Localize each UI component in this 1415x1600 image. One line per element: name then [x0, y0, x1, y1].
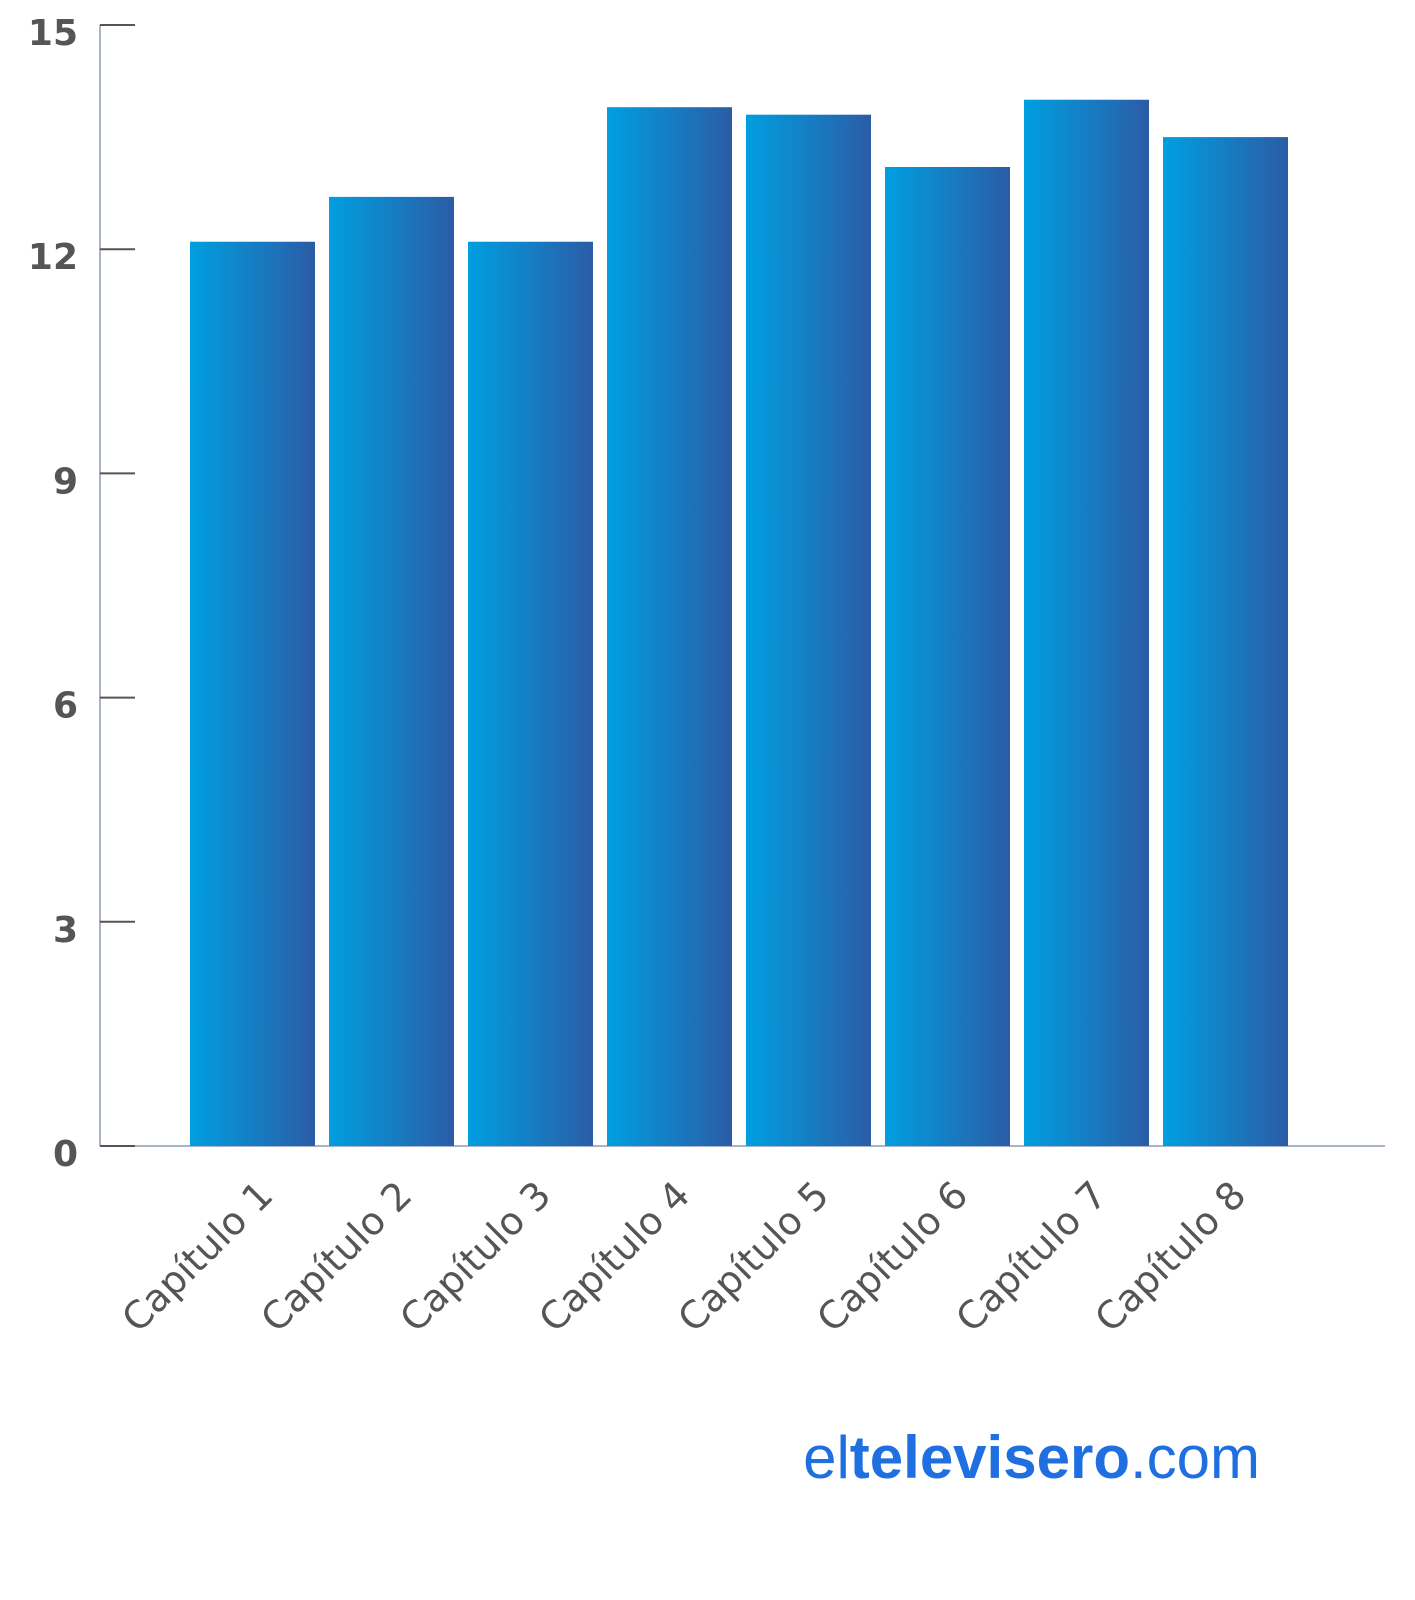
bar	[329, 196, 454, 1147]
y-tick-label: 3	[53, 910, 78, 951]
x-tick-label: Capítulo 3	[391, 1173, 559, 1341]
x-tick-label: Capítulo 5	[669, 1173, 837, 1341]
watermark-part: el	[803, 1424, 850, 1491]
bar	[1163, 137, 1288, 1147]
y-tick-label: 6	[53, 686, 78, 727]
y-tick-label: 9	[53, 461, 78, 502]
bar	[746, 114, 871, 1146]
y-tick-label: 15	[28, 13, 78, 54]
x-tick-label: Capítulo 1	[113, 1173, 281, 1341]
watermark: eltelevisero.com	[803, 1424, 1260, 1491]
bar	[190, 241, 315, 1146]
watermark-part: televisero	[850, 1424, 1130, 1491]
x-tick-label: Capítulo 8	[1086, 1173, 1254, 1341]
bar	[1024, 99, 1149, 1147]
y-tick-label: 12	[28, 237, 78, 278]
x-tick-label: Capítulo 7	[947, 1173, 1115, 1341]
watermark-part: .com	[1130, 1424, 1260, 1491]
x-tick-label: Capítulo 6	[808, 1173, 976, 1341]
x-tick-label: Capítulo 2	[252, 1173, 420, 1341]
y-tick-label: 0	[53, 1134, 78, 1175]
bar	[468, 241, 593, 1146]
bar	[607, 107, 732, 1146]
bar	[885, 166, 1010, 1146]
x-tick-label: Capítulo 4	[530, 1173, 698, 1341]
